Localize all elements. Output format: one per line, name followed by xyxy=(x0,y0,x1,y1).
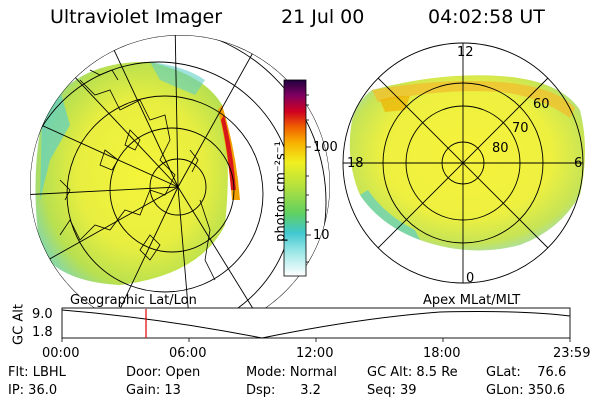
info-dsp: Dsp: 3.2 xyxy=(246,383,321,398)
info-filter: Flt: LBHL xyxy=(8,365,66,380)
colorbar-tick-100: 100 xyxy=(313,140,338,155)
xtick-1800: 18:00 xyxy=(423,346,461,361)
app-title: Ultraviolet Imager xyxy=(50,6,223,28)
info-glat: GLat: 76.6 xyxy=(486,365,567,380)
xtick-2359: 23:59 xyxy=(553,346,591,361)
colorbar-unit: photon cm⁻²s⁻¹ xyxy=(273,141,289,242)
mlt-label-18: 18 xyxy=(347,156,364,171)
mlt-label-12: 12 xyxy=(457,45,474,60)
lat-label-80: 80 xyxy=(492,141,509,156)
info-seq: Seq: 39 xyxy=(367,383,417,398)
time-label: 04:02:58 UT xyxy=(428,6,545,28)
left-panel-caption: Geographic Lat/Lon xyxy=(70,293,197,308)
info-mode: Mode: Normal xyxy=(246,365,337,380)
info-gain: Gain: 13 xyxy=(126,383,181,398)
xtick-0600: 06:00 xyxy=(169,346,207,361)
altitude-ytick-1-8: 1.8 xyxy=(32,325,53,340)
info-door: Door: Open xyxy=(126,365,201,380)
date-label: 21 Jul 00 xyxy=(281,6,365,28)
colorbar-ticks xyxy=(306,94,311,263)
right-panel-caption: Apex MLat/MLT xyxy=(423,293,521,308)
mlt-label-6: 6 xyxy=(574,156,583,171)
info-ip: IP: 36.0 xyxy=(8,383,58,398)
altitude-ylabel: GC Alt xyxy=(11,304,27,345)
altitude-curve xyxy=(61,309,571,339)
altitude-plot-frame xyxy=(61,307,571,339)
mlt-label-0: 0 xyxy=(466,271,475,286)
altitude-ytick-9: 9.0 xyxy=(32,307,53,322)
xtick-1200: 12:00 xyxy=(296,346,334,361)
altitude-xticks xyxy=(61,338,571,342)
info-gc-alt: GC Alt: 8.5 Re xyxy=(367,365,458,380)
colorbar-tick-10: 10 xyxy=(313,228,330,243)
colorbar xyxy=(283,79,307,277)
lat-label-60: 60 xyxy=(533,97,550,112)
lat-label-70: 70 xyxy=(512,121,529,136)
altitude-plot xyxy=(61,307,571,342)
xtick-0000: 00:00 xyxy=(42,346,80,361)
info-glon: GLon: 350.6 xyxy=(486,383,566,398)
polar-map xyxy=(342,42,585,284)
